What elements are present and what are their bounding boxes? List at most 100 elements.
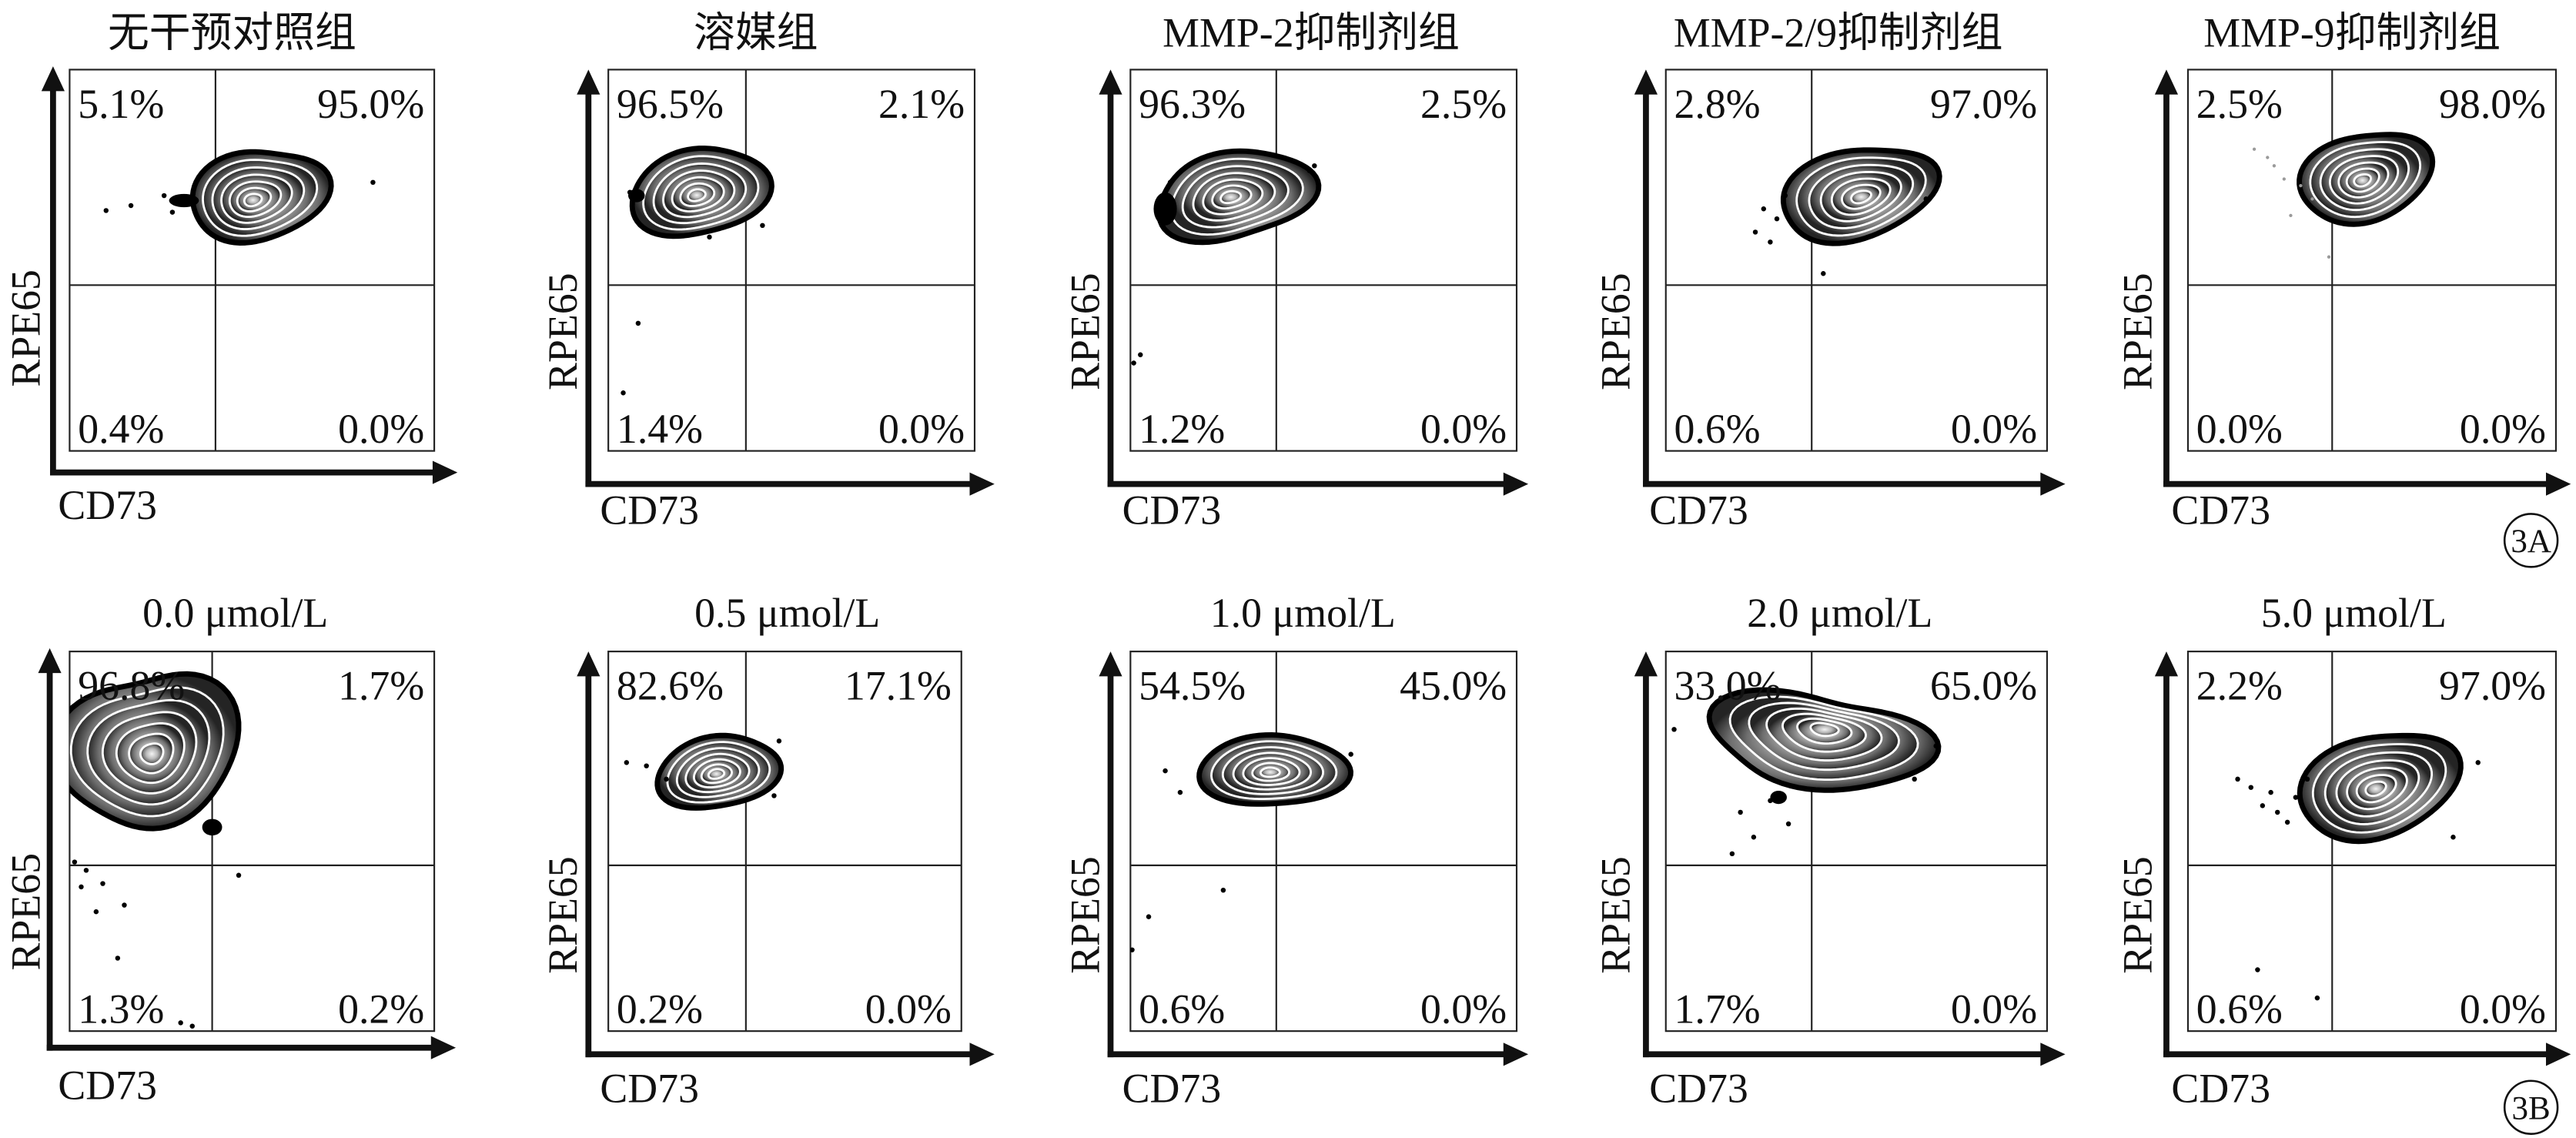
event-dot [635, 320, 641, 326]
event-dot [2268, 789, 2273, 795]
y-axis-arrow [577, 69, 601, 487]
quadrant-upper-left-percent: 33.0% [1674, 663, 1781, 709]
event-dot [79, 884, 84, 890]
flow-plot-panel: 1.0 μmol/L 54.5% 45.0% 0.6% 0.0% RPE65 CD73 [1062, 590, 1529, 1112]
event-dot [2304, 776, 2310, 782]
x-axis-arrow [1107, 472, 1529, 496]
event-dot [771, 793, 777, 798]
event-dot [1782, 192, 1788, 199]
quadrant-upper-left-percent: 5.1% [78, 81, 164, 127]
x-axis-label: CD73 [600, 1066, 699, 1112]
quadrant-lower-left-percent: 0.6% [2196, 986, 2283, 1032]
density-contour [69, 671, 242, 1029]
x-axis-arrowhead [969, 472, 995, 496]
event-dot [2252, 147, 2257, 151]
x-axis-arrowhead [432, 460, 458, 484]
plot-frame [607, 69, 976, 452]
y-axis-arrow [2154, 651, 2179, 1058]
event-dot [2284, 819, 2290, 825]
event-dot [776, 738, 782, 744]
event-dot [1785, 821, 1791, 827]
x-axis-label: CD73 [2171, 487, 2270, 533]
quadrant-lower-right-percent: 0.0% [865, 986, 952, 1032]
x-axis-arrow [2163, 472, 2571, 496]
event-dot [2248, 785, 2254, 790]
quadrant-upper-right-percent: 95.0% [317, 81, 424, 127]
x-axis-arrow [2163, 1043, 2571, 1066]
y-axis-arrow [1634, 651, 1658, 1058]
x-axis-arrowhead [1503, 472, 1529, 496]
x-axis-arrow [1643, 1043, 2066, 1066]
event-dot [1821, 271, 1826, 276]
x-axis-arrowhead [1503, 1043, 1529, 1066]
quadrant-lower-left-percent: 0.6% [1139, 986, 1225, 1032]
quadrant-lower-left-percent: 1.3% [78, 986, 164, 1032]
event-dot [644, 763, 649, 768]
event-dot [2289, 213, 2293, 218]
panel-title: 无干预对照组 [108, 9, 356, 55]
density-contour [103, 149, 376, 246]
plot-frame [1129, 651, 1518, 1033]
event-dot [128, 202, 134, 209]
flow-plot-panel: 5.0 μmol/L 2.2% 97.0% 0.6% 0.0% RPE65 CD73 [2115, 590, 2571, 1112]
event-dot [1348, 751, 1353, 757]
panel-title: 1.0 μmol/L [1210, 590, 1396, 636]
contour-ring [243, 192, 263, 208]
event-dot [627, 189, 633, 195]
y-axis-arrow [1099, 651, 1122, 1058]
event-dot [1752, 229, 1758, 235]
quadrant-upper-right-percent: 65.0% [1930, 663, 2037, 709]
y-axis-arrowhead [1099, 69, 1122, 95]
plot-frame [69, 69, 436, 452]
panel-title: 0.5 μmol/L [694, 590, 880, 636]
event-dot [169, 209, 176, 215]
quadrant-upper-right-percent: 2.1% [878, 81, 965, 127]
y-axis-arrowhead [2154, 651, 2179, 677]
plot-frame [607, 651, 962, 1033]
x-axis-label: CD73 [1122, 487, 1222, 533]
event-dot [2451, 835, 2456, 840]
panel-label-circle [2503, 513, 2559, 568]
event-dot [760, 223, 765, 229]
event-dot [1774, 216, 1780, 222]
plot-frame [1129, 69, 1518, 452]
quadrant-upper-right-percent: 98.0% [2439, 81, 2546, 127]
panel-label-text: 3B [2512, 1090, 2551, 1126]
panel-label-text: 3A [2511, 524, 2551, 560]
dense-event-cluster [1770, 790, 1787, 805]
event-dot [178, 1020, 183, 1026]
y-axis-label: RPE65 [1062, 273, 1108, 390]
x-axis-arrow [46, 1036, 457, 1059]
contour-ring [2364, 780, 2387, 798]
event-dot [1923, 196, 1929, 202]
contour-ring [139, 742, 165, 765]
event-dot [624, 760, 630, 765]
event-dot [621, 390, 626, 396]
event-dot [1768, 798, 1773, 804]
y-axis-label: RPE65 [1592, 273, 1638, 390]
event-dot [93, 909, 99, 915]
contour-ring [2353, 173, 2372, 188]
event-dot [189, 1023, 195, 1029]
y-axis-arrowhead [2154, 69, 2179, 95]
x-axis-arrow [1643, 472, 2066, 496]
density-contour [2235, 732, 2481, 1001]
panel-grid: 无干预对照组 5.1% 95.0% 0.4% 0.0% RPE65 CD73 溶媒组 96.5%… [3, 9, 2571, 1112]
dense-event-cluster [169, 193, 199, 208]
dense-event-cluster [202, 818, 222, 836]
event-dot [1312, 163, 1317, 169]
y-axis-label: RPE65 [2115, 273, 2161, 390]
panel-label-3a: 3A [2503, 513, 2559, 568]
plot-frame [2186, 69, 2558, 452]
event-dot [1167, 179, 1173, 186]
y-axis-label: RPE65 [540, 273, 586, 390]
density-contour [2252, 132, 2436, 259]
event-dot [1671, 727, 1677, 732]
y-axis-arrow [1099, 69, 1122, 487]
event-dot [2310, 197, 2314, 201]
event-dot [707, 234, 712, 240]
x-axis-label: CD73 [1649, 1066, 1748, 1112]
quadrant-lower-right-percent: 0.0% [2460, 986, 2546, 1032]
x-axis-arrowhead [2040, 472, 2066, 496]
